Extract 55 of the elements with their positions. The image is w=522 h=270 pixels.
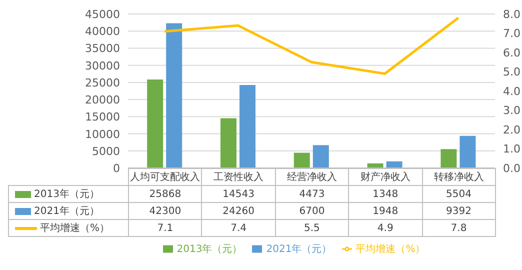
y2-tick-label: 1.0 xyxy=(503,142,520,156)
bar xyxy=(312,145,329,168)
data-label: 7.1 xyxy=(128,220,202,236)
y2-tick-label: 8.0 xyxy=(503,8,520,21)
y-tick-label: 20000 xyxy=(85,94,120,107)
data-label: 4473 xyxy=(275,186,349,202)
data-label: 7.4 xyxy=(202,220,276,236)
text: 平均增速（%） xyxy=(356,244,426,255)
data-label: 5504 xyxy=(422,186,496,202)
data-label: 14543 xyxy=(202,186,276,202)
legend-label: 2013年（元） xyxy=(8,186,128,202)
y2-tick-label: 2.0 xyxy=(503,123,520,136)
y2-tick-label: 0.0 xyxy=(503,162,520,175)
y-tick-label: 10000 xyxy=(85,128,120,141)
bar xyxy=(147,79,164,168)
data-label: 1348 xyxy=(348,186,422,202)
data-label: 6700 xyxy=(275,202,349,220)
bar xyxy=(386,161,402,168)
y-tick-label: 45000 xyxy=(85,8,120,21)
legend-label: 2021年（元） xyxy=(266,244,332,255)
bar xyxy=(460,136,476,168)
x-tick-label: 经营净收入 xyxy=(275,168,349,186)
y-tick-label: 40000 xyxy=(85,25,120,38)
data-label: 24260 xyxy=(202,202,276,220)
y2-tick-label: 5.0 xyxy=(503,66,520,79)
data-label: 5.5 xyxy=(275,220,349,236)
y2-tick-label: 7.0 xyxy=(503,27,520,40)
data-label: 4.9 xyxy=(348,220,422,236)
y-tick-label: 25000 xyxy=(85,76,120,90)
line-series xyxy=(163,16,460,75)
bar xyxy=(440,149,457,168)
text: 2021年（元） xyxy=(34,206,100,217)
legend-label: 平均增速（%） xyxy=(8,220,128,236)
data-label: 42300 xyxy=(128,202,202,220)
bar xyxy=(239,84,256,168)
data-label: 7.8 xyxy=(422,220,496,236)
bar xyxy=(220,118,236,168)
y2-tick-label: 3.0 xyxy=(503,104,520,118)
x-tick-label: 转移净收入 xyxy=(422,168,496,186)
text: 2013年（元） xyxy=(176,244,242,255)
y2-tick-label: 4.0 xyxy=(503,84,520,98)
bar xyxy=(166,23,182,168)
x-tick-label: 财产净收入 xyxy=(348,168,422,186)
data-label: 25868 xyxy=(128,186,202,202)
data-label: 1948 xyxy=(348,202,422,220)
y-tick-label: 30000 xyxy=(85,59,120,72)
data-label: 9392 xyxy=(422,202,496,220)
x-tick-label: 人均可支配收入 xyxy=(128,168,202,186)
y-tick-label: 15000 xyxy=(85,110,120,124)
bar xyxy=(294,152,310,168)
y-tick-label: 0 xyxy=(113,162,120,175)
y-tick-label: 35000 xyxy=(85,42,120,56)
x-tick-label: 工资性收入 xyxy=(202,168,276,186)
y2-tick-label: 6.0 xyxy=(503,46,520,60)
y-tick-label: 5000 xyxy=(92,144,120,158)
